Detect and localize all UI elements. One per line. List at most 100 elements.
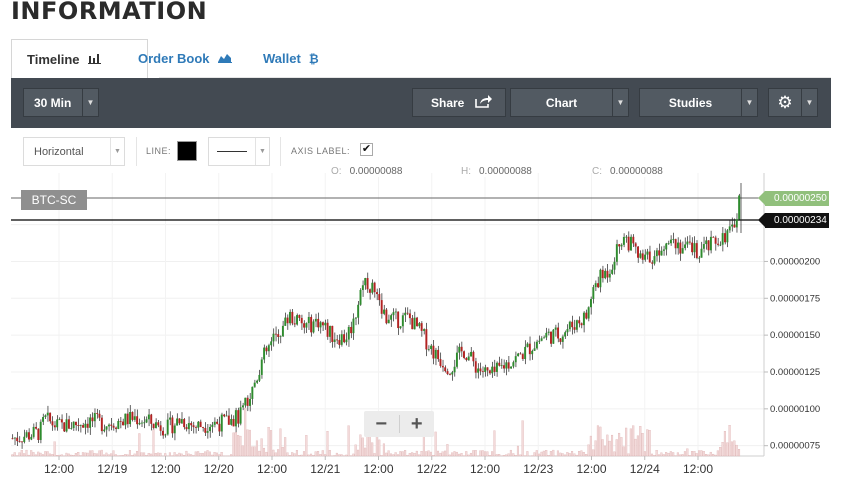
- candle-body: [585, 312, 588, 319]
- volume-bar: [23, 453, 26, 457]
- volume-bar: [587, 444, 590, 457]
- volume-bar: [441, 451, 444, 457]
- candle-body: [474, 361, 477, 373]
- volume-bar: [105, 452, 108, 457]
- candle-body: [716, 243, 719, 245]
- volume-bar: [213, 452, 216, 457]
- candle-body: [110, 424, 113, 426]
- volume-bar: [48, 453, 52, 457]
- candle-body: [347, 326, 350, 340]
- volume-bar: [140, 452, 143, 457]
- candle-body: [665, 243, 668, 250]
- volume-bar: [667, 452, 670, 457]
- chart-type-select[interactable]: Chart ▼: [510, 88, 629, 117]
- candle-body: [279, 336, 282, 338]
- volume-bar: [606, 434, 609, 457]
- volume-bar: [655, 450, 658, 457]
- interval-select[interactable]: 30 Min ▼: [23, 88, 99, 117]
- candle-body: [470, 351, 473, 357]
- line-color-swatch[interactable]: [177, 141, 197, 161]
- volume-bar: [270, 430, 273, 457]
- horizontal-line-tag[interactable]: 0.00000234: [758, 213, 829, 228]
- volume-bar: [389, 453, 393, 457]
- volume-bar: [735, 444, 738, 457]
- volume-bar: [556, 450, 559, 457]
- share-button[interactable]: Share: [412, 88, 506, 117]
- tab-timeline[interactable]: Timeline: [11, 39, 148, 79]
- divider: [136, 137, 137, 166]
- candle-body: [615, 244, 618, 262]
- volume-bar: [232, 432, 235, 457]
- zoom-out-button[interactable]: −: [375, 412, 388, 435]
- volume-bar: [573, 453, 576, 457]
- x-tick-label: 12/20: [204, 462, 234, 476]
- volume-bar: [39, 452, 42, 457]
- candle-body: [114, 427, 117, 429]
- tab-wallet[interactable]: Wallet ₿: [263, 39, 319, 78]
- page-title: INFORMATION: [11, 0, 208, 25]
- candle-body: [11, 438, 14, 440]
- volume-bar: [41, 454, 44, 457]
- volume-bar: [154, 453, 157, 457]
- zoom-controls: − +: [364, 411, 434, 437]
- volume-bar: [302, 451, 306, 457]
- x-tick-label: 12:00: [150, 462, 180, 476]
- volume-bar: [592, 449, 595, 457]
- drawing-toolbar: Horizontal ▼ LINE: ▼ AXIS LABEL: ✔: [11, 128, 831, 173]
- volume-bar: [498, 454, 501, 457]
- candlestick-chart[interactable]: 0.000002250.000002000.000001750.00000150…: [11, 173, 831, 485]
- candle-body: [354, 317, 357, 319]
- candle-body: [140, 422, 143, 424]
- x-tick-label: 12/24: [630, 462, 660, 476]
- volume-bar: [255, 440, 258, 457]
- axis-label-checkbox[interactable]: ✔: [360, 143, 373, 156]
- volume-bar: [32, 452, 35, 457]
- candle-body: [366, 278, 369, 290]
- tab-order-book[interactable]: Order Book: [138, 39, 232, 78]
- volume-bar: [596, 425, 599, 457]
- volume-bar: [563, 454, 567, 457]
- volume-bar: [110, 453, 113, 457]
- candle-body: [56, 419, 59, 428]
- candle-body: [239, 407, 242, 424]
- candle-body: [96, 413, 99, 414]
- volume-bar: [152, 429, 155, 457]
- volume-bar: [505, 454, 508, 457]
- volume-bar: [702, 451, 705, 457]
- volume-bar: [253, 446, 256, 457]
- volume-bar: [387, 450, 390, 457]
- volume-bar: [274, 452, 277, 457]
- settings-button[interactable]: ⚙ ▼: [768, 88, 818, 117]
- chevron-down-icon: ▼: [801, 89, 817, 116]
- candle-body: [253, 382, 256, 387]
- studies-select[interactable]: Studies ▼: [639, 88, 758, 117]
- volume-bar: [206, 450, 209, 457]
- candle-body: [644, 254, 647, 260]
- candle-body: [423, 329, 425, 331]
- candle-body: [126, 413, 129, 425]
- candle-body: [662, 249, 665, 251]
- price-chart[interactable]: 0.000002250.000002000.000001750.00000150…: [11, 166, 831, 485]
- drawing-tool-select[interactable]: Horizontal ▼: [23, 137, 125, 166]
- candle-body: [312, 321, 315, 333]
- volume-bar: [119, 455, 122, 457]
- volume-bar: [658, 454, 661, 457]
- chevron-down-icon: ▼: [741, 89, 757, 116]
- candle-body: [305, 323, 308, 328]
- volume-bar: [636, 435, 639, 457]
- candle-body: [317, 318, 320, 328]
- volume-bar: [284, 437, 287, 457]
- candle-body: [263, 347, 266, 360]
- volume-bar: [159, 452, 162, 457]
- volume-bar: [352, 453, 355, 457]
- volume-bar: [700, 450, 703, 457]
- line-style-select[interactable]: ▼: [208, 137, 270, 166]
- zoom-in-button[interactable]: +: [410, 412, 423, 435]
- candle-body: [488, 370, 491, 374]
- volume-bar: [241, 445, 244, 457]
- candle-body: [432, 345, 435, 359]
- volume-bar: [488, 455, 491, 457]
- volume-bar: [436, 450, 440, 457]
- candle-body: [620, 244, 623, 247]
- candle-body: [660, 250, 663, 256]
